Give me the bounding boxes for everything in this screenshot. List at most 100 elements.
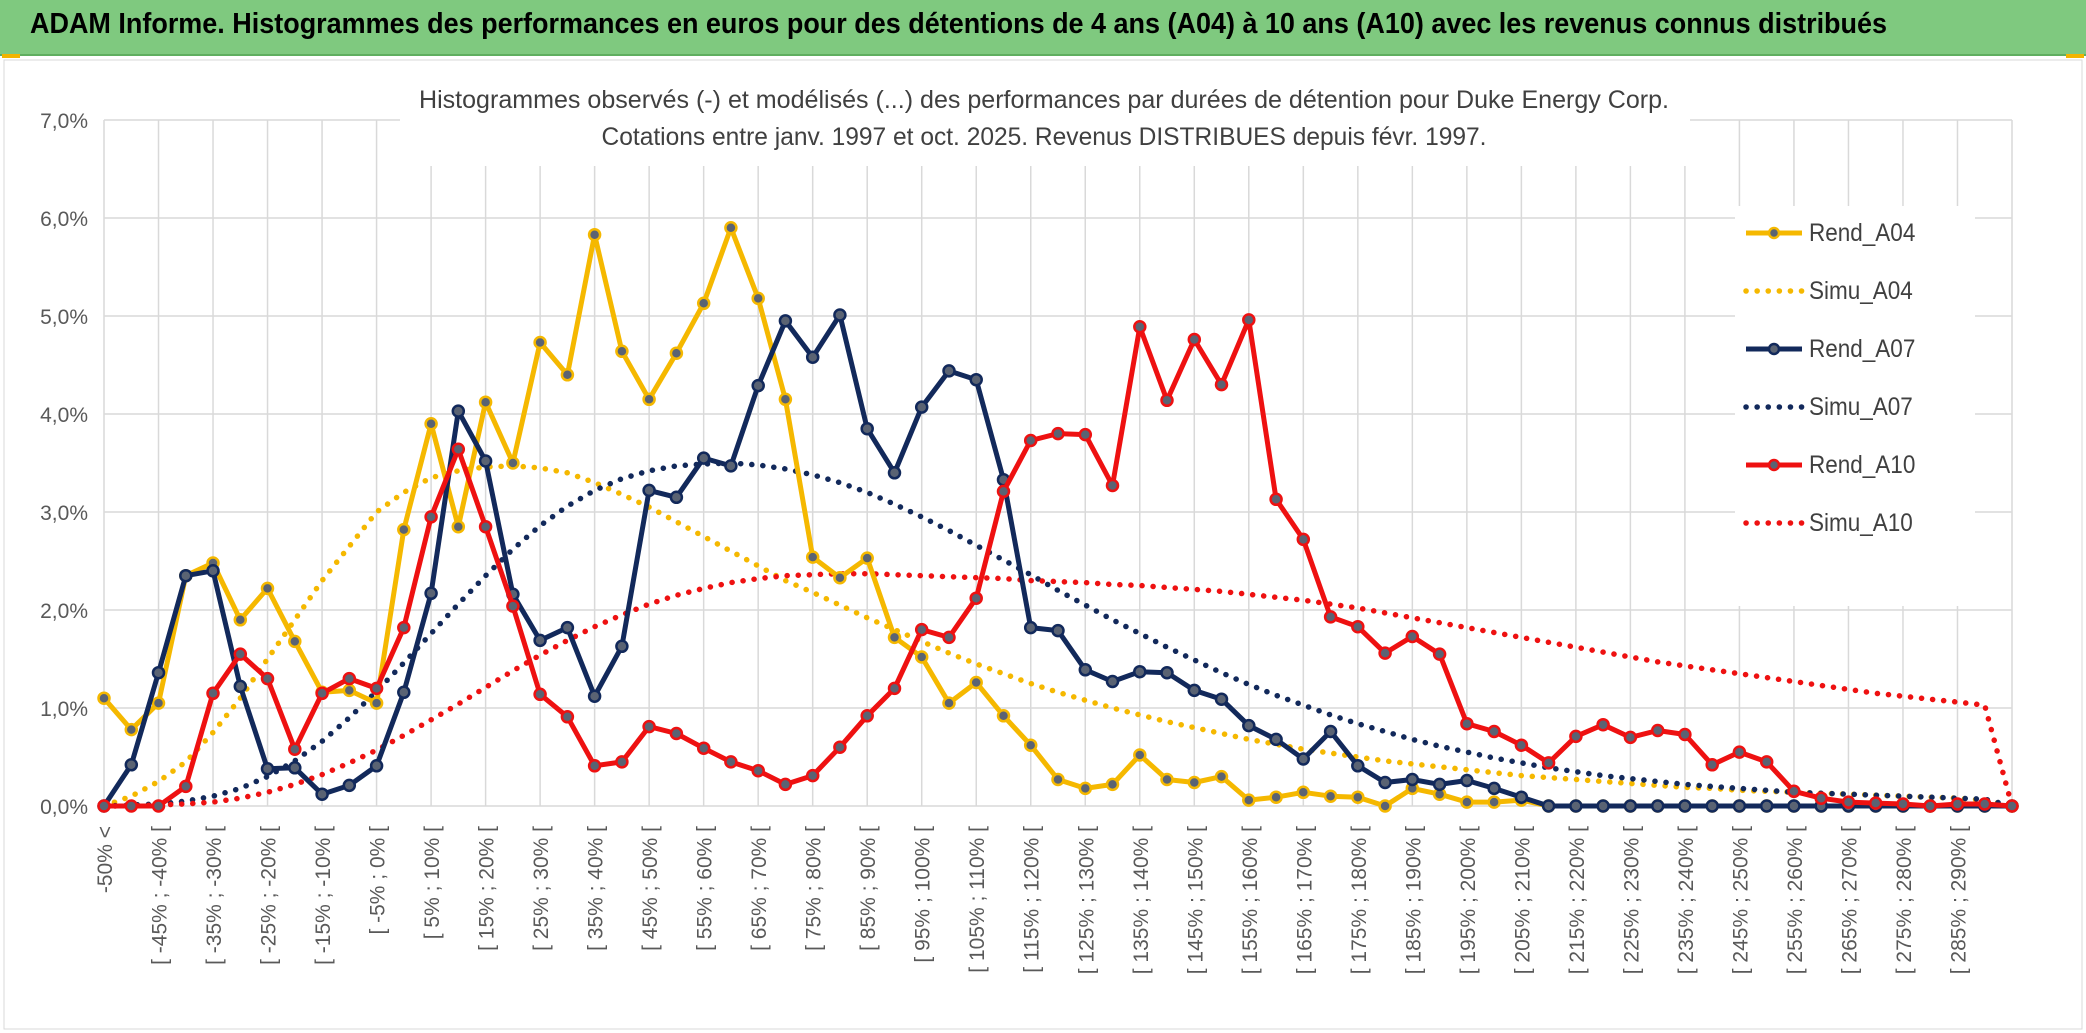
- data-point: [288, 761, 302, 775]
- data-point: [1051, 772, 1065, 787]
- data-point: [533, 633, 547, 648]
- data-point: [179, 779, 193, 794]
- data-point: [1923, 799, 1937, 813]
- data-point: [1105, 674, 1120, 689]
- x-tick-label: [ 155% ; 160% [: [1239, 826, 1262, 974]
- data-point: [615, 755, 629, 769]
- legend-label: Simu_A07: [1809, 393, 1913, 421]
- data-point: [151, 665, 166, 680]
- x-tick-label: [ -5% ; 0% [: [367, 826, 390, 935]
- data-point: [1105, 478, 1120, 493]
- data-point: [1487, 795, 1501, 809]
- data-point: [914, 622, 929, 637]
- data-point: [887, 681, 902, 696]
- data-point: [696, 741, 711, 755]
- legend-item: Rend_A04: [1735, 218, 1975, 248]
- data-point: [1051, 426, 1065, 441]
- x-tick-label: [ 115% ; 120% [: [1021, 826, 1044, 973]
- x-tick-label: [ 65% ; 70% [: [748, 826, 771, 951]
- x-tick-label: [ 135% ; 140% [: [1130, 826, 1153, 974]
- data-point: [560, 710, 575, 724]
- data-point: [833, 570, 847, 585]
- x-tick-label: -50% <: [94, 826, 117, 893]
- x-tick-label: [ 235% ; 240% [: [1675, 826, 1698, 974]
- series-Simu_A10: [101, 570, 2015, 809]
- x-tick-label: [ 285% ; 290% [: [1947, 826, 1970, 974]
- data-point: [778, 392, 793, 407]
- data-point: [751, 291, 765, 306]
- data-point: [1868, 796, 1883, 810]
- data-point: [451, 519, 466, 534]
- data-point: [1187, 775, 1202, 790]
- data-point: [887, 630, 902, 645]
- data-point: [1351, 619, 1365, 634]
- data-point: [1678, 727, 1692, 742]
- data-point: [1133, 320, 1147, 334]
- legend-item: Rend_A10: [1735, 450, 1975, 480]
- data-point: [1160, 665, 1174, 680]
- x-tick-label: [ 225% ; 230% [: [1620, 826, 1643, 974]
- data-point: [124, 799, 139, 813]
- x-tick-label: [ 5% ; 10% [: [421, 826, 444, 939]
- x-tick-label: [ 195% ; 200% [: [1457, 826, 1480, 974]
- x-tick-label: [ 85% ; 90% [: [857, 826, 880, 951]
- data-point: [805, 350, 820, 364]
- data-point: [1242, 793, 1256, 807]
- data-point: [833, 308, 847, 322]
- legend-item: Simu_A10: [1735, 508, 1975, 538]
- chart-legend: Rend_A04 Simu_A04 Rend_A07 Simu_A07 Rend_A10…: [1735, 206, 1975, 606]
- data-point: [424, 586, 438, 601]
- x-tick-label: [ 175% ; 180% [: [1348, 826, 1371, 974]
- data-point: [342, 683, 357, 698]
- data-point: [1133, 748, 1147, 762]
- data-point: [669, 490, 684, 505]
- data-point: [1732, 799, 1747, 813]
- frame-corner-top-right: [2066, 54, 2084, 58]
- data-point: [1541, 799, 1556, 813]
- data-point: [887, 466, 902, 480]
- data-point: [969, 372, 983, 387]
- x-axis-ticks: -50% < [ -45% ; -40% [[ -35% ; -30% [[ -2…: [94, 826, 1970, 974]
- legend-label: Rend_A10: [1809, 451, 1916, 479]
- x-tick-label: [ -45% ; -40% [: [149, 826, 172, 965]
- legend-swatch: [1746, 458, 1802, 472]
- data-point: [233, 679, 248, 694]
- data-point: [669, 346, 684, 360]
- data-point: [1841, 795, 1856, 809]
- y-tick-label: 7,0%: [40, 110, 88, 133]
- data-point: [778, 314, 793, 328]
- x-tick-label: [ 75% ; 80% [: [803, 826, 826, 951]
- x-tick-label: [ 215% ; 220% [: [1566, 826, 1589, 974]
- data-point: [1432, 647, 1447, 661]
- data-point: [615, 639, 629, 654]
- data-point: [260, 762, 275, 776]
- data-point: [860, 551, 874, 565]
- data-point: [233, 647, 248, 661]
- data-point: [260, 581, 275, 596]
- data-point: [642, 483, 656, 498]
- data-point: [942, 630, 956, 645]
- x-tick-label: [ 205% ; 210% [: [1511, 826, 1534, 974]
- data-point: [1023, 620, 1038, 635]
- data-point: [478, 519, 493, 534]
- data-point: [751, 378, 765, 393]
- data-point: [1269, 492, 1283, 507]
- x-tick-label: [ -15% ; -10% [: [312, 826, 335, 965]
- chart-title: Histogrammes observés (-) et modélisés (…: [419, 86, 1669, 114]
- y-axis-ticks: 0,0% 1,0% 2,0% 3,0% 4,0% 5,0% 6,0% 7,0%: [40, 110, 88, 819]
- data-point: [397, 685, 411, 700]
- data-point: [478, 454, 493, 468]
- data-point: [833, 740, 847, 754]
- x-tick-label: [ 145% ; 150% [: [1184, 826, 1207, 974]
- data-point: [533, 687, 547, 702]
- data-point: [942, 364, 956, 378]
- data-point: [1623, 730, 1638, 745]
- data-point: [615, 344, 629, 359]
- data-point: [315, 787, 329, 801]
- data-point: [1405, 772, 1420, 787]
- data-point: [1242, 718, 1256, 733]
- data-point: [1541, 756, 1556, 770]
- data-point: [233, 613, 248, 627]
- data-point: [1950, 797, 1965, 811]
- chart-series: [97, 221, 2019, 813]
